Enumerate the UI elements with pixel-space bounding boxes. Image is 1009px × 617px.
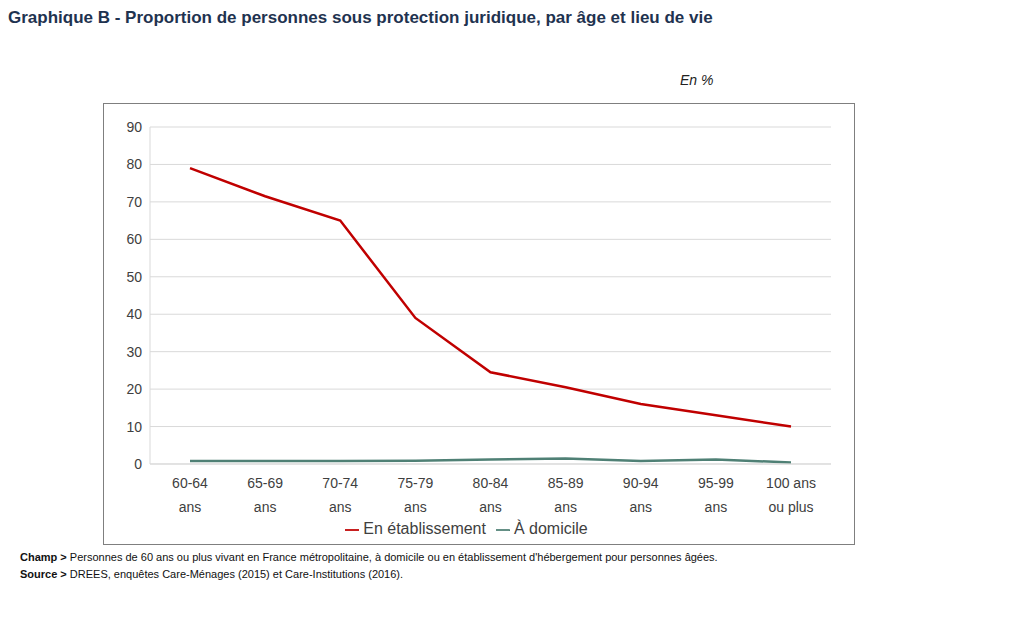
html-text:Source > DREES, enquêtes Care-: Source > DREES, enquêtes Care-Ménages (2…	[20, 568, 404, 580]
html-text:En %: En %	[680, 72, 714, 88]
html-text:À domicile: À domicile	[514, 520, 588, 537]
svg-text:60: 60	[126, 231, 142, 247]
svg-text:70: 70	[126, 194, 142, 210]
svg-text:90-94ans: 90-94ans	[623, 475, 659, 515]
html-text:Champ > Personnes de 60 ans ou: Champ > Personnes de 60 ans ou plus viva…	[20, 551, 718, 563]
svg-text:75-79ans: 75-79ans	[397, 475, 433, 515]
svg-text:60-64ans: 60-64ans	[172, 475, 208, 515]
svg-text:50: 50	[126, 269, 142, 285]
svg-text:95-99ans: 95-99ans	[698, 475, 734, 515]
svg-text:10: 10	[126, 419, 142, 435]
svg-text:20: 20	[126, 381, 142, 397]
svg-text:80-84ans: 80-84ans	[473, 475, 509, 515]
svg-text:30: 30	[126, 344, 142, 360]
svg-text:85-89ans: 85-89ans	[548, 475, 584, 515]
svg-text:70-74ans: 70-74ans	[322, 475, 358, 515]
svg-text:40: 40	[126, 306, 142, 322]
html-text:En établissement: En établissement	[363, 520, 486, 537]
svg-text:65-69ans: 65-69ans	[247, 475, 283, 515]
svg-text:100 ansou plus: 100 ansou plus	[766, 475, 816, 515]
svg-text:80: 80	[126, 156, 142, 172]
svg-text:90: 90	[126, 119, 142, 135]
html-text:Graphique B - Proportion de pe: Graphique B - Proportion de personnes so…	[8, 8, 713, 27]
svg-text:0: 0	[134, 456, 142, 472]
